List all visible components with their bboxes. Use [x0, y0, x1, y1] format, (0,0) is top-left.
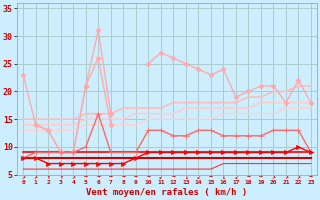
X-axis label: Vent moyen/en rafales ( km/h ): Vent moyen/en rafales ( km/h ) — [86, 188, 248, 197]
